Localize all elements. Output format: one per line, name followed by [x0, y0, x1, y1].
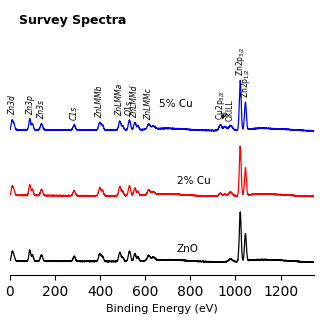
Text: ZnLMMd: ZnLMMd — [130, 85, 140, 118]
Text: Zn3p: Zn3p — [26, 95, 35, 115]
Text: C1s: C1s — [70, 106, 79, 120]
Text: ZnLMMc: ZnLMMc — [144, 88, 153, 120]
Text: O1s: O1s — [125, 100, 134, 116]
Text: Survey Spectra: Survey Spectra — [19, 14, 126, 27]
Text: ZnLMMb: ZnLMMb — [95, 85, 104, 118]
Text: 2% Cu: 2% Cu — [177, 176, 211, 186]
Text: Zn2p$_{1/2}$: Zn2p$_{1/2}$ — [239, 68, 252, 98]
Text: 5% Cu: 5% Cu — [159, 99, 193, 109]
Text: Zn3s: Zn3s — [37, 100, 46, 119]
Text: OKILL: OKILL — [226, 99, 235, 121]
Text: ZnO: ZnO — [177, 244, 199, 254]
Text: ZnLMMa: ZnLMMa — [115, 84, 124, 116]
Text: Zn2p$_{3/2}$: Zn2p$_{3/2}$ — [234, 46, 247, 76]
Text: Cu2p$_{3/2}$: Cu2p$_{3/2}$ — [214, 90, 227, 120]
Text: Zn3d: Zn3d — [8, 95, 17, 115]
X-axis label: Binding Energy (eV): Binding Energy (eV) — [106, 304, 218, 315]
